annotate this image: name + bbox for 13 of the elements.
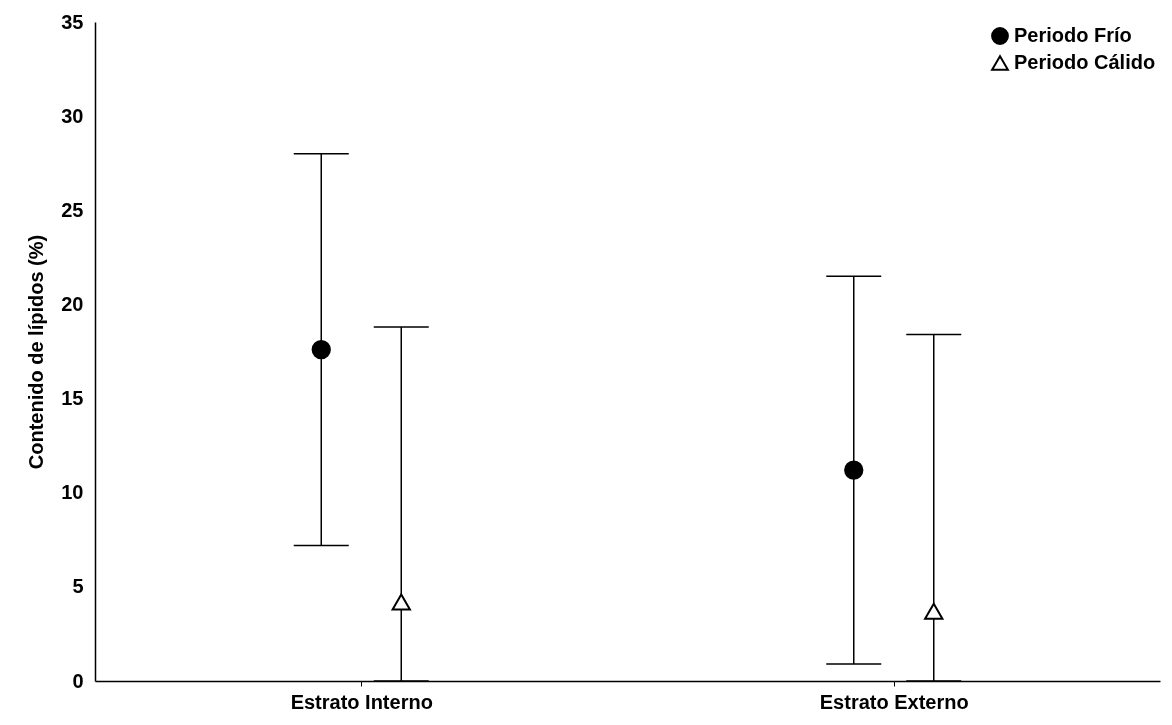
legend-label: Periodo Frío [1014,24,1132,46]
y-tick-label: 30 [61,104,84,127]
x-tick-label: Estrato Interno [290,690,433,713]
y-tick-label: 10 [61,481,84,504]
x-tick-label: Estrato Externo [819,690,969,713]
y-axis-title: Contenido de lípidos (%) [25,234,48,470]
y-tick-label: 15 [61,387,84,410]
y-tick-label: 0 [72,669,84,692]
y-tick-label: 25 [61,198,84,221]
legend-label: Periodo Cálido [1014,51,1156,73]
y-tick-label: 20 [61,292,84,315]
y-tick-label: 5 [72,575,84,598]
y-tick-label: 35 [61,10,84,33]
